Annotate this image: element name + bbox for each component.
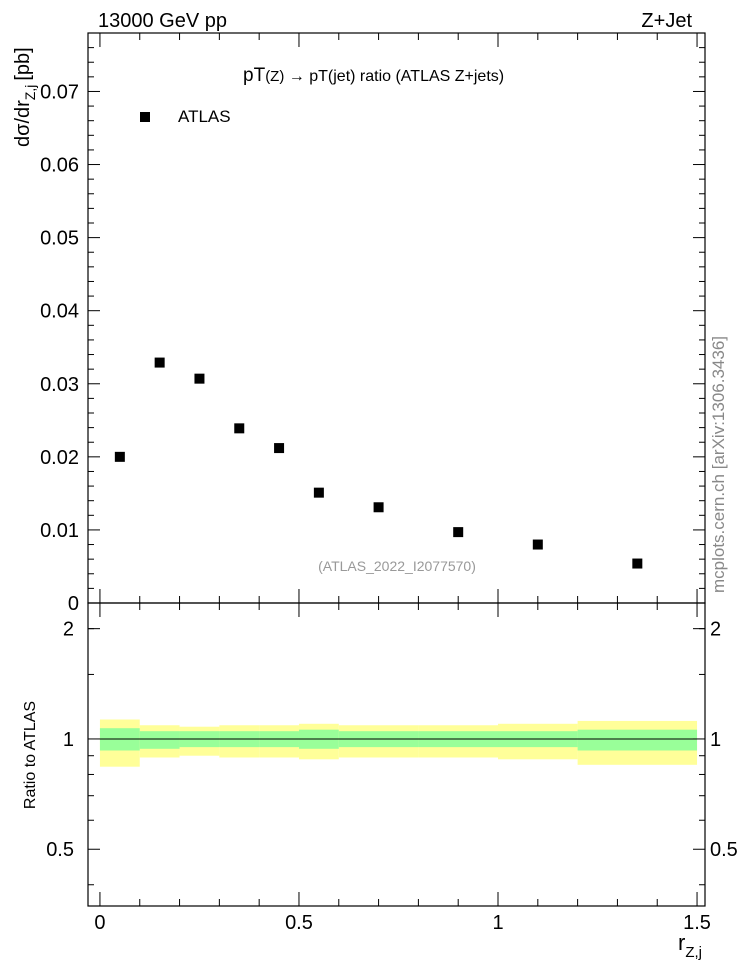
main-y-tick-label: 0.03 (40, 374, 79, 396)
main-y-tick-label: 0.02 (40, 447, 79, 469)
data-point (274, 443, 285, 454)
main-y-tick-label: 0.01 (40, 520, 79, 542)
data-points (114, 357, 643, 569)
ratio-y-tick-label-right: 2 (710, 619, 721, 641)
ratio-bands (99, 719, 698, 767)
data-point (373, 502, 384, 513)
axis-ticks (88, 33, 705, 906)
data-point (194, 373, 205, 384)
data-point (453, 527, 464, 538)
analysis-watermark: (ATLAS_2022_I2077570) (318, 558, 476, 574)
main-y-tick-label: 0.05 (40, 228, 79, 250)
main-y-axis-label-main: dσ/dr (12, 100, 34, 147)
main-y-tick-label: 0.06 (40, 155, 79, 177)
header-left: 13000 GeV pp (98, 10, 227, 32)
data-point (114, 451, 125, 462)
data-point (154, 357, 165, 368)
x-axis-label: rZ,j (678, 930, 702, 961)
plot-title-part-a: pT (243, 65, 266, 86)
ratio-band-stat-bin (577, 729, 698, 751)
main-y-tick-label: 0 (68, 593, 79, 615)
main-y-axis-label: dσ/drZ,j [pb] (12, 47, 38, 147)
plot-title-part-b: (Z) (265, 68, 284, 85)
ratio-y-tick-label-right: 0.5 (710, 839, 738, 861)
data-point (532, 539, 543, 550)
main-y-axis-label-unit: [pb] (12, 47, 34, 80)
x-tick-label: 1.5 (683, 912, 711, 934)
legend-marker-atlas (140, 112, 150, 122)
data-point (313, 487, 324, 498)
ratio-band-stat-bin (139, 731, 180, 749)
header-right: Z+Jet (641, 10, 692, 32)
x-axis-label-sub: Z,j (685, 944, 702, 961)
plot-title-part-c: → pT(jet) ratio (ATLAS Z+jets) (284, 68, 504, 85)
x-tick-label: 0.5 (285, 912, 313, 934)
side-label: mcplots.cern.ch [arXiv:1306.3436] (709, 336, 728, 593)
main-y-tick-label: 0.07 (40, 81, 79, 103)
ratio-y-tick-label-right: 1 (710, 729, 721, 751)
x-tick-label: 1 (492, 912, 503, 934)
ratio-y-axis-label: Ratio to ATLAS (22, 701, 39, 809)
plot-title: pT(Z) → pT(jet) ratio (ATLAS Z+jets) (243, 65, 504, 86)
ratio-y-tick-label-left: 2 (63, 619, 74, 641)
axis-tick-labels: 0 0.01 0.02 0.03 0.04 0.05 0.06 0.07 0 0.5 1 1.5 0.5… (40, 81, 738, 934)
main-y-axis-label-sub: Z,j (22, 85, 38, 101)
x-tick-label: 0 (94, 912, 105, 934)
ratio-y-tick-label-left: 0.5 (46, 839, 74, 861)
data-point (632, 558, 643, 569)
data-point (234, 423, 245, 434)
main-y-tick-label: 0.04 (40, 301, 79, 323)
ratio-plot-frame (87, 602, 706, 907)
legend-label-atlas: ATLAS (178, 107, 231, 126)
x-axis-label-main: r (678, 930, 685, 955)
ratio-y-tick-label-left: 1 (63, 729, 74, 751)
